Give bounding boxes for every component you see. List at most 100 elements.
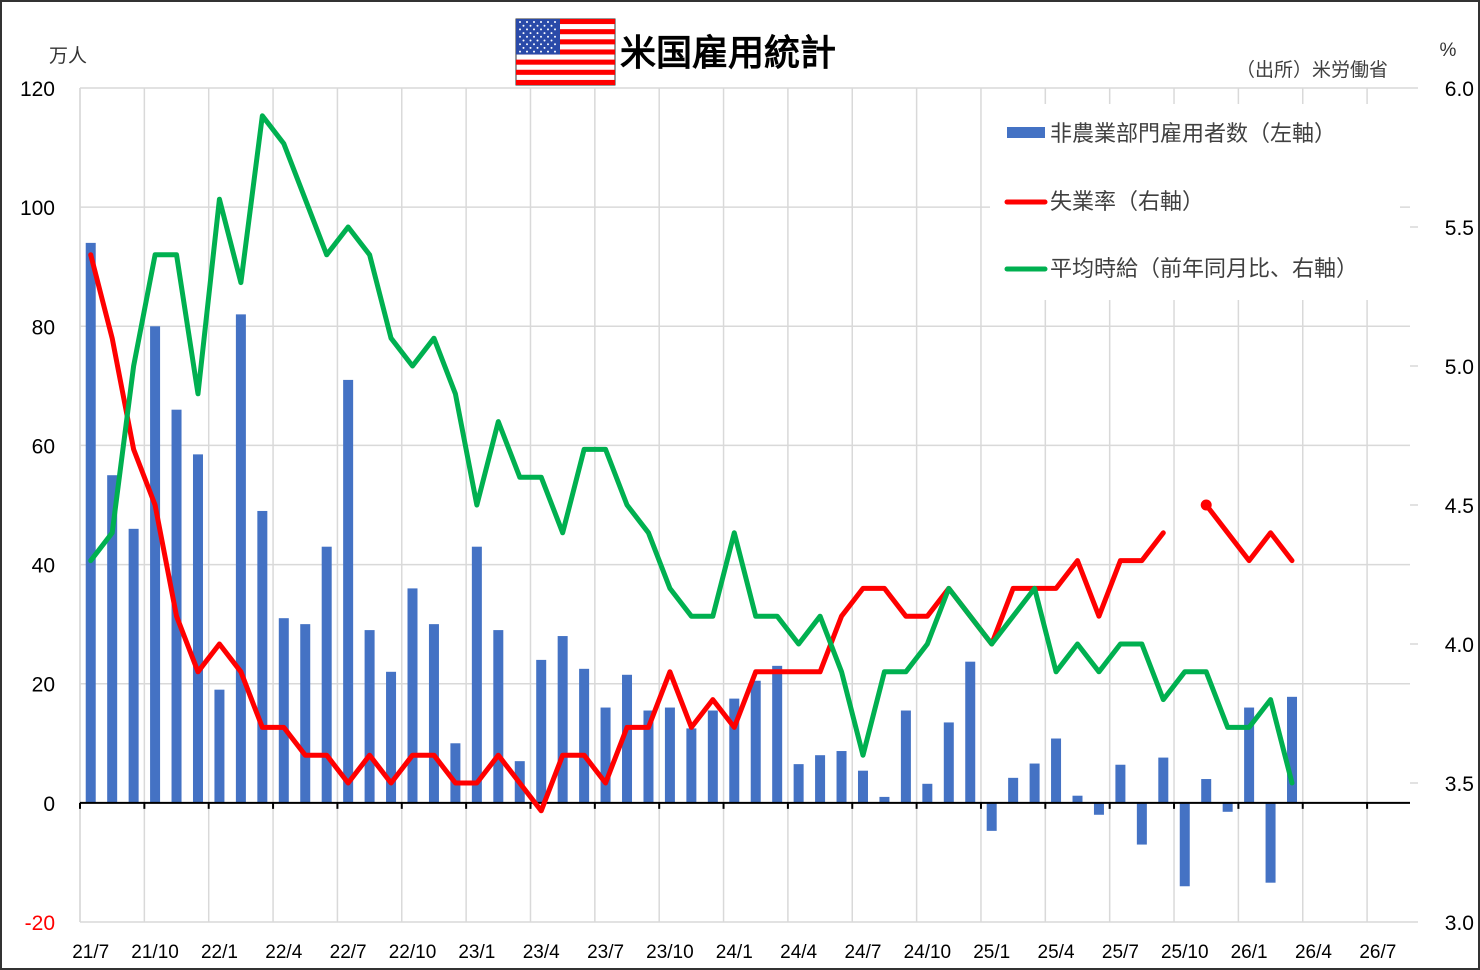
bar (471, 546, 482, 803)
x-tick-label: 25/10 (1161, 942, 1209, 963)
bar (793, 764, 804, 803)
legend-label-payrolls: 非農業部門雇用者数（左軸） (1050, 121, 1336, 146)
bar (1287, 696, 1298, 803)
bar (579, 668, 590, 803)
legend: 非農業部門雇用者数（左軸） 失業率（右軸） 平均時給（前年同月比、右軸） (990, 104, 1400, 300)
bar (686, 728, 697, 803)
bar (922, 783, 933, 803)
bar (128, 528, 139, 803)
bar (943, 722, 954, 803)
bar (278, 618, 289, 803)
bar (1179, 802, 1190, 887)
x-tick-label: 26/4 (1295, 942, 1332, 963)
x-tick-label: 22/10 (389, 942, 437, 963)
right-tick-label: 4.5 (1445, 495, 1474, 518)
bar (450, 743, 461, 803)
bar (321, 546, 332, 803)
line-series (88, 113, 1295, 814)
bar (643, 710, 654, 803)
left-tick-label: -20 (25, 912, 55, 935)
legend-label-unemployment: 失業率（右軸） (1050, 189, 1204, 214)
x-tick-label: 21/10 (131, 942, 179, 963)
x-tick-label: 23/1 (458, 942, 495, 963)
right-tick-label: 4.0 (1445, 634, 1474, 657)
bar (150, 326, 161, 803)
x-tick-label: 23/4 (523, 942, 560, 963)
bar (857, 770, 868, 803)
bar (536, 659, 547, 803)
x-tick-label: 22/1 (201, 942, 238, 963)
unemployment-line (1203, 502, 1295, 564)
bar (772, 665, 783, 803)
bar (107, 475, 118, 803)
axis-tick-labels: -20 0 20 40 60 80 100 120 3.0 3.5 4.0 4.5 5.0 5.5 6.0 2… (20, 78, 1474, 963)
right-tick-label: 6.0 (1445, 78, 1474, 101)
x-tick-label: 23/7 (587, 942, 624, 963)
bar (386, 671, 397, 803)
bar (1051, 738, 1062, 803)
bar (707, 710, 718, 803)
bar (364, 630, 375, 803)
bar (1201, 779, 1212, 803)
bar (428, 624, 439, 803)
x-tick-label: 23/10 (646, 942, 694, 963)
zero-axis (79, 801, 1410, 809)
left-tick-label: 20 (32, 674, 55, 697)
bar (343, 379, 354, 803)
right-axis-unit: % (1440, 40, 1457, 61)
bar (1136, 802, 1147, 845)
legend-background (990, 104, 1400, 300)
bar (600, 707, 611, 803)
x-tick-label: 26/1 (1231, 942, 1268, 963)
unemployment-line (88, 252, 1166, 814)
left-tick-label: 40 (32, 555, 55, 578)
bar (85, 242, 96, 803)
left-tick-label: 0 (43, 793, 55, 816)
right-tick-label: 5.0 (1445, 356, 1474, 379)
bar (214, 689, 225, 803)
x-tick-label: 22/7 (330, 942, 367, 963)
bar (192, 454, 203, 803)
legend-label-wages: 平均時給（前年同月比、右軸） (1050, 256, 1358, 281)
bar (750, 680, 761, 803)
line-point (1200, 499, 1212, 511)
left-tick-label: 80 (32, 316, 55, 339)
bar (900, 710, 911, 803)
bar (1265, 802, 1276, 883)
right-tick-label: 5.5 (1445, 217, 1474, 240)
bar (1244, 707, 1255, 803)
bar (1158, 757, 1169, 803)
x-tick-label: 25/4 (1038, 942, 1075, 963)
left-tick-label: 60 (32, 435, 55, 458)
bar (257, 510, 268, 803)
x-tick-label: 22/4 (265, 942, 302, 963)
x-tick-label: 24/1 (716, 942, 753, 963)
chart-title: 米国雇用統計 (620, 32, 836, 73)
bar (1093, 802, 1104, 815)
left-axis-unit: 万人 (49, 45, 87, 67)
x-tick-label: 26/7 (1359, 942, 1396, 963)
left-tick-label: 120 (20, 78, 55, 101)
right-tick-label: 3.5 (1445, 773, 1474, 796)
bar (815, 755, 826, 803)
bar (836, 751, 847, 803)
bar (664, 707, 675, 803)
bar (407, 588, 418, 803)
x-tick-label: 21/7 (72, 942, 109, 963)
x-tick-label: 24/10 (904, 942, 952, 963)
bar (1222, 802, 1233, 812)
bar (1072, 795, 1083, 803)
bar (493, 630, 504, 803)
bar (986, 802, 997, 831)
bar (622, 674, 633, 803)
bar (879, 796, 890, 803)
bar (965, 661, 976, 803)
x-tick-label: 24/4 (780, 942, 817, 963)
bar (729, 698, 740, 803)
bar (1008, 777, 1019, 803)
bar-series (85, 242, 1298, 887)
wage-growth-line (88, 113, 1295, 786)
bar (235, 314, 246, 803)
bar (1115, 764, 1126, 803)
